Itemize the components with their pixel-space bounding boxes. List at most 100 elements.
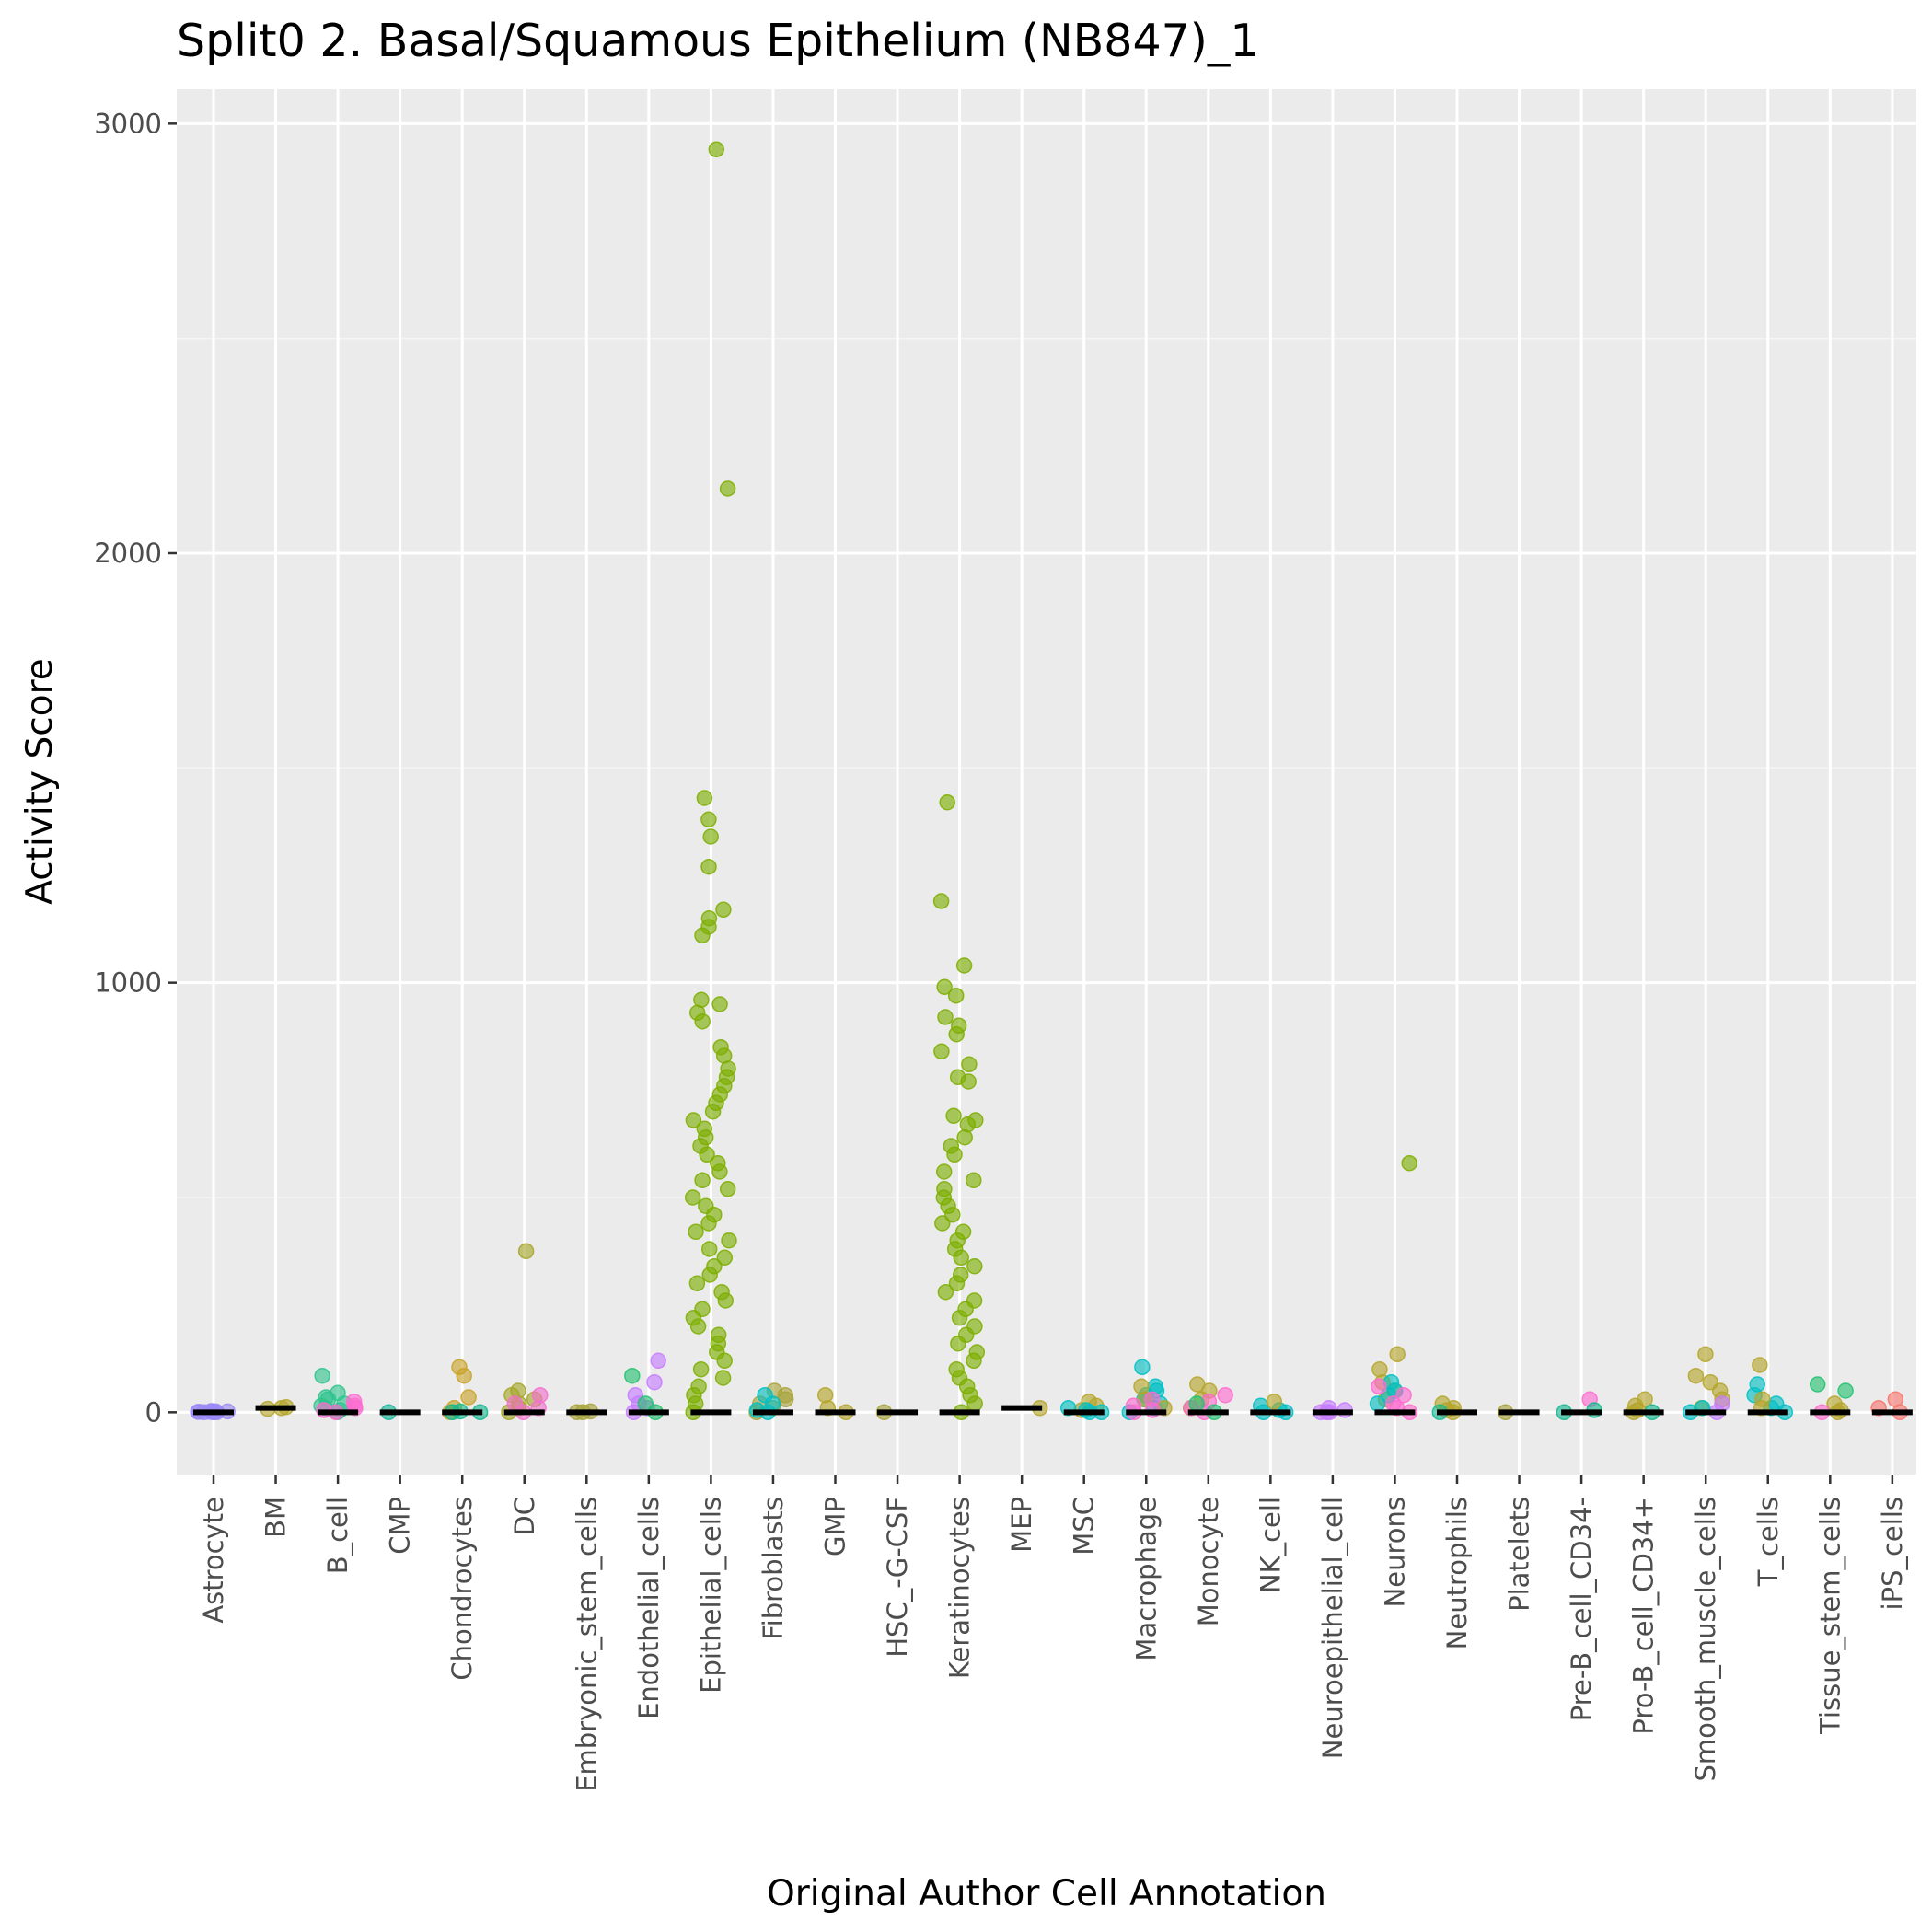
data-point xyxy=(694,1012,711,1030)
data-point xyxy=(948,1025,965,1043)
data-point xyxy=(700,1241,718,1257)
data-point xyxy=(1188,1395,1205,1412)
x-tick-label: Neuroepithelial_cell xyxy=(1317,1497,1348,1759)
data-point xyxy=(955,957,973,974)
data-point xyxy=(517,1243,535,1260)
data-point xyxy=(946,1146,963,1163)
data-point xyxy=(1401,1154,1417,1172)
y-tick-label: 3000 xyxy=(94,108,162,139)
y-tick-label: 0 xyxy=(145,1396,162,1428)
data-point xyxy=(1809,1376,1826,1393)
data-point xyxy=(694,1172,711,1189)
data-point xyxy=(1752,1357,1768,1373)
data-point xyxy=(1371,1378,1387,1395)
data-point xyxy=(719,480,736,497)
data-point xyxy=(960,1073,977,1090)
data-point xyxy=(719,1180,736,1197)
data-point xyxy=(937,1283,954,1301)
x-tick-label: Neurons xyxy=(1379,1497,1410,1607)
data-point xyxy=(951,1309,968,1326)
x-tick-label: Embryonic_stem_cells xyxy=(571,1497,602,1792)
x-tick-label: Pre-B_cell_CD34- xyxy=(1566,1497,1597,1721)
data-point xyxy=(721,1232,737,1249)
data-point xyxy=(456,1367,472,1384)
x-tick-label: B_cell xyxy=(322,1497,353,1574)
x-tick-label: Monocyte xyxy=(1193,1497,1224,1626)
data-point xyxy=(714,1370,732,1386)
x-tick-label: GMP xyxy=(820,1497,851,1556)
data-point xyxy=(696,790,713,806)
x-tick-label: T_cells xyxy=(1753,1497,1784,1587)
data-point xyxy=(966,1172,982,1189)
x-tick-label: NK_cell xyxy=(1255,1497,1286,1593)
data-point xyxy=(711,1163,728,1180)
data-point xyxy=(939,793,955,811)
data-point xyxy=(716,1249,734,1267)
data-point xyxy=(932,893,950,909)
grid-major xyxy=(177,89,1916,1475)
data-point xyxy=(1389,1346,1406,1363)
data-point xyxy=(961,1056,978,1073)
x-tick-label: Smooth_muscle_cells xyxy=(1690,1497,1721,1781)
data-point xyxy=(700,858,717,875)
data-point xyxy=(1687,1367,1705,1384)
data-point xyxy=(1697,1346,1714,1363)
y-axis-title: Activity Score xyxy=(19,658,61,904)
data-point xyxy=(1369,1395,1386,1412)
data-point xyxy=(716,1352,733,1370)
grid-minor xyxy=(177,337,1916,1198)
data-point xyxy=(1217,1386,1233,1404)
data-point xyxy=(956,1128,973,1146)
data-point xyxy=(816,1386,834,1404)
x-tick-label: Astrocyte xyxy=(198,1497,229,1624)
median-markers xyxy=(193,1405,1913,1416)
x-tick-label: MEP xyxy=(1006,1497,1037,1553)
x-tick-label: DC xyxy=(509,1497,540,1536)
data-point xyxy=(948,1275,966,1292)
data-point xyxy=(966,1257,983,1275)
x-tick-label: CMP xyxy=(385,1497,416,1555)
data-point xyxy=(935,1163,953,1180)
x-tick-label: MSC xyxy=(1069,1497,1100,1556)
x-tick-label: iPS_cells xyxy=(1877,1497,1908,1610)
y-tick-label: 2000 xyxy=(94,538,162,569)
data-point xyxy=(936,978,953,996)
data-point xyxy=(711,996,728,1012)
data-point xyxy=(624,1367,641,1384)
x-tick-label: Pro-B_cell_CD34+ xyxy=(1628,1497,1660,1735)
x-tick-label: Macrophage xyxy=(1130,1497,1162,1661)
data-point xyxy=(684,1189,701,1206)
plot-panel xyxy=(177,89,1916,1475)
y-axis: 0 1000 2000 3000 xyxy=(94,108,177,1428)
data-point xyxy=(950,1335,966,1352)
data-point xyxy=(700,1215,717,1232)
data-point xyxy=(966,1352,982,1370)
data-point xyxy=(933,1043,950,1060)
data-point xyxy=(953,1249,969,1267)
data-point xyxy=(1266,1393,1283,1410)
data-point xyxy=(694,927,711,944)
data-point xyxy=(947,987,965,1004)
data-point xyxy=(945,1107,962,1125)
data-point xyxy=(717,1292,735,1309)
data-point xyxy=(715,901,732,919)
data-point xyxy=(314,1367,330,1384)
data-point xyxy=(1134,1359,1151,1376)
x-tick-label: Platelets xyxy=(1504,1497,1535,1612)
data-point xyxy=(646,1373,663,1391)
data-point xyxy=(959,1116,977,1133)
data-point xyxy=(934,1215,951,1232)
data-point xyxy=(708,141,725,158)
chart-title: Split0 2. Basal/Squamous Epithelium (NB8… xyxy=(177,15,1259,67)
data-point xyxy=(966,1395,983,1412)
data-point xyxy=(1395,1386,1412,1404)
data-point xyxy=(1371,1360,1388,1378)
x-tick-label: Chondrocytes xyxy=(446,1497,478,1681)
x-tick-label: Endothelial_cells xyxy=(633,1497,665,1719)
data-point xyxy=(700,811,717,828)
x-tick-label: Keratinocytes xyxy=(944,1497,976,1679)
x-tick-label: BM xyxy=(260,1497,292,1538)
data-point xyxy=(704,1103,722,1120)
data-point xyxy=(944,1206,961,1223)
